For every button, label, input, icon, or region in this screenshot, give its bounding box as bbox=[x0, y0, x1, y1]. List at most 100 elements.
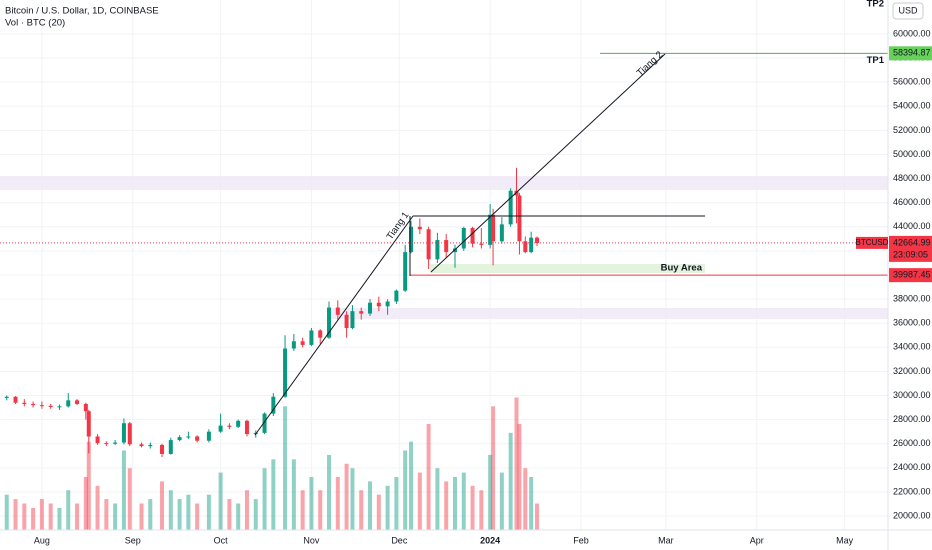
candle-body bbox=[470, 228, 475, 244]
x-tick-label: Feb bbox=[573, 535, 589, 545]
candle-body bbox=[148, 444, 153, 447]
y-tick-label: 44000.00 bbox=[893, 221, 931, 231]
target-label: TP1 bbox=[867, 55, 885, 66]
volume-bar bbox=[186, 494, 191, 530]
candle-body bbox=[444, 240, 449, 253]
y-tick-label: 48000.00 bbox=[893, 173, 931, 183]
volume-bar bbox=[385, 485, 390, 530]
volume-bar bbox=[48, 503, 53, 530]
volume-bar bbox=[517, 424, 522, 530]
y-tick-label: 24000.00 bbox=[893, 462, 931, 472]
volume-bar bbox=[139, 503, 144, 530]
y-tick-label: 56000.00 bbox=[893, 77, 931, 87]
volume-bar bbox=[309, 477, 314, 530]
support-price: 39987.45 bbox=[893, 270, 931, 280]
candle-body bbox=[244, 420, 249, 435]
candle-body bbox=[83, 403, 88, 412]
y-tick-label: 52000.00 bbox=[893, 125, 931, 135]
volume-bar bbox=[113, 503, 118, 530]
volume-bar bbox=[508, 432, 513, 530]
volume-bar bbox=[535, 503, 540, 530]
candle-body bbox=[300, 341, 305, 345]
volume-bar bbox=[4, 494, 9, 530]
candle-body bbox=[39, 405, 44, 407]
y-tick-label: 22000.00 bbox=[893, 486, 931, 496]
last-price: 42664.99 bbox=[893, 237, 931, 247]
volume-bar bbox=[206, 494, 211, 530]
candle-body bbox=[22, 402, 27, 404]
candle-body bbox=[186, 436, 191, 438]
candle-body bbox=[385, 301, 390, 307]
volume-bar bbox=[470, 485, 475, 530]
currency-button[interactable] bbox=[892, 2, 924, 20]
chart-title: Bitcoin / U.S. Dollar, 1D, COINBASE bbox=[5, 6, 159, 17]
support-zone bbox=[330, 308, 888, 319]
volume-bar bbox=[318, 490, 323, 530]
volume-bar bbox=[75, 503, 80, 530]
y-tick-label: 30000.00 bbox=[893, 390, 931, 400]
currency-label[interactable]: USD bbox=[898, 5, 918, 15]
candle-body bbox=[48, 405, 53, 407]
symbol-label: BTCUSD bbox=[856, 238, 889, 247]
volume-bar bbox=[327, 454, 332, 530]
volume-bar bbox=[148, 499, 153, 530]
candle-body bbox=[291, 341, 296, 349]
countdown: 23:09:05 bbox=[893, 249, 928, 259]
volume-bar bbox=[195, 503, 200, 530]
candle-body bbox=[13, 396, 18, 403]
y-tick-label: 28000.00 bbox=[893, 414, 931, 424]
candle-body bbox=[523, 241, 528, 253]
trend-line bbox=[430, 53, 666, 273]
candle-body bbox=[104, 443, 109, 445]
y-tick-label: 60000.00 bbox=[893, 28, 931, 38]
candle-body bbox=[271, 396, 276, 414]
x-tick-label: Oct bbox=[214, 535, 229, 545]
y-tick-label: 46000.00 bbox=[893, 197, 931, 207]
volume-bar bbox=[344, 463, 349, 530]
volume-bar bbox=[104, 499, 109, 530]
candle-body bbox=[121, 423, 126, 443]
candle-body bbox=[491, 214, 496, 242]
candle-body bbox=[335, 307, 340, 315]
volume-bar bbox=[529, 477, 534, 530]
candle-body bbox=[113, 442, 118, 444]
y-tick-label: 36000.00 bbox=[893, 318, 931, 328]
volume-bar bbox=[444, 481, 449, 530]
candle-body bbox=[327, 307, 332, 338]
candle-body bbox=[499, 224, 504, 242]
volume-bar bbox=[409, 441, 414, 530]
support-price-box bbox=[889, 268, 932, 283]
volume-bar bbox=[523, 468, 528, 530]
volume-bar bbox=[479, 490, 484, 530]
volume-bar bbox=[271, 459, 276, 530]
candle-body bbox=[394, 290, 399, 302]
volume-bar bbox=[95, 485, 100, 530]
y-tick-label: 34000.00 bbox=[893, 342, 931, 352]
candle-body bbox=[57, 406, 62, 408]
volume-bar bbox=[426, 424, 431, 530]
candle-body bbox=[376, 302, 381, 307]
volume-bar bbox=[13, 499, 18, 530]
x-tick-label: Dec bbox=[391, 535, 408, 545]
candle-body bbox=[535, 237, 540, 243]
volume-bar bbox=[376, 494, 381, 530]
candle-body bbox=[309, 330, 314, 345]
volume-bar bbox=[300, 490, 305, 530]
volume-bar bbox=[461, 472, 466, 530]
candle-body bbox=[517, 195, 522, 242]
candle-body bbox=[227, 425, 232, 427]
candle-body bbox=[95, 436, 100, 444]
volume-bar bbox=[218, 472, 223, 530]
resistance-zone bbox=[0, 176, 888, 190]
volume-bar bbox=[121, 450, 126, 530]
volume-bar bbox=[291, 459, 296, 530]
x-tick-label: May bbox=[836, 535, 854, 545]
candle-body bbox=[206, 431, 211, 441]
candle-body bbox=[409, 226, 414, 253]
candle-body bbox=[86, 411, 91, 437]
volume-bar bbox=[57, 507, 62, 530]
candle-body bbox=[4, 396, 9, 398]
candle-body bbox=[66, 400, 71, 407]
candle-body bbox=[508, 190, 513, 225]
